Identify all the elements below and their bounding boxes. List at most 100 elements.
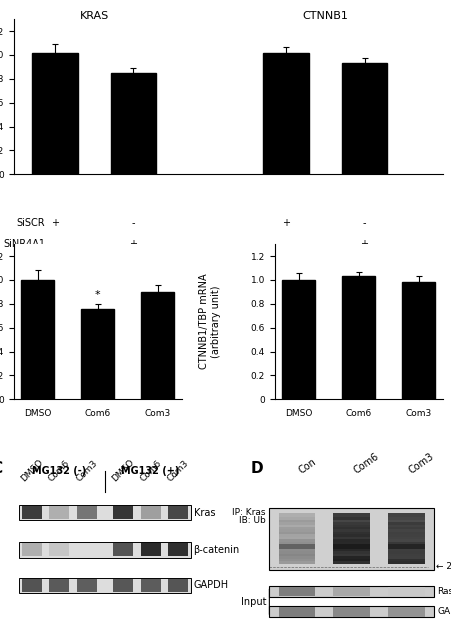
- FancyBboxPatch shape: [332, 607, 369, 617]
- FancyBboxPatch shape: [19, 505, 190, 520]
- FancyBboxPatch shape: [332, 519, 369, 522]
- Text: MG132 (-): MG132 (-): [32, 466, 86, 476]
- FancyBboxPatch shape: [19, 542, 190, 557]
- FancyBboxPatch shape: [332, 538, 369, 541]
- FancyBboxPatch shape: [332, 523, 369, 527]
- FancyBboxPatch shape: [22, 543, 42, 556]
- FancyBboxPatch shape: [387, 543, 424, 547]
- Text: -: -: [53, 240, 56, 250]
- FancyBboxPatch shape: [278, 540, 314, 544]
- FancyBboxPatch shape: [387, 550, 424, 554]
- FancyBboxPatch shape: [387, 531, 424, 534]
- FancyBboxPatch shape: [168, 543, 188, 556]
- FancyBboxPatch shape: [332, 587, 369, 596]
- FancyBboxPatch shape: [278, 553, 314, 556]
- FancyBboxPatch shape: [278, 545, 314, 549]
- FancyBboxPatch shape: [387, 528, 424, 532]
- Text: ← 21 kDa: ← 21 kDa: [435, 562, 451, 571]
- FancyBboxPatch shape: [22, 506, 42, 519]
- FancyBboxPatch shape: [113, 543, 133, 556]
- FancyBboxPatch shape: [332, 543, 369, 549]
- FancyBboxPatch shape: [168, 506, 188, 519]
- Text: IB: Ub: IB: Ub: [239, 516, 265, 525]
- Bar: [141, 292, 174, 399]
- FancyBboxPatch shape: [332, 526, 369, 529]
- FancyBboxPatch shape: [387, 553, 424, 556]
- FancyBboxPatch shape: [387, 526, 424, 529]
- Text: GAPDH: GAPDH: [193, 580, 228, 590]
- FancyBboxPatch shape: [387, 513, 424, 517]
- FancyBboxPatch shape: [278, 519, 314, 522]
- FancyBboxPatch shape: [387, 545, 424, 549]
- Bar: [110, 73, 156, 175]
- FancyBboxPatch shape: [278, 513, 314, 517]
- FancyBboxPatch shape: [278, 521, 314, 524]
- FancyBboxPatch shape: [278, 543, 314, 547]
- FancyBboxPatch shape: [168, 579, 188, 592]
- Text: Com6: Com6: [46, 458, 72, 483]
- FancyBboxPatch shape: [332, 548, 369, 552]
- Text: +: +: [51, 218, 59, 227]
- FancyBboxPatch shape: [332, 531, 369, 534]
- FancyBboxPatch shape: [387, 533, 424, 537]
- FancyBboxPatch shape: [278, 555, 314, 559]
- FancyBboxPatch shape: [269, 606, 433, 617]
- Text: Kras: Kras: [193, 508, 215, 517]
- Text: Con: Con: [296, 456, 317, 475]
- FancyBboxPatch shape: [140, 506, 160, 519]
- FancyBboxPatch shape: [278, 531, 314, 534]
- FancyBboxPatch shape: [387, 521, 424, 524]
- Text: DMSO: DMSO: [110, 457, 136, 483]
- FancyBboxPatch shape: [113, 579, 133, 592]
- Bar: [21, 280, 54, 399]
- FancyBboxPatch shape: [332, 553, 369, 556]
- FancyBboxPatch shape: [76, 543, 97, 556]
- FancyBboxPatch shape: [332, 545, 369, 549]
- Text: β-catenin: β-catenin: [193, 545, 239, 555]
- FancyBboxPatch shape: [140, 543, 160, 556]
- FancyBboxPatch shape: [113, 506, 133, 519]
- Bar: [281, 280, 314, 399]
- Bar: [32, 52, 78, 175]
- Text: SiSCR: SiSCR: [16, 218, 45, 227]
- FancyBboxPatch shape: [269, 508, 433, 570]
- Text: *: *: [95, 290, 100, 300]
- FancyBboxPatch shape: [332, 521, 369, 524]
- Text: Com6: Com6: [138, 458, 163, 483]
- FancyBboxPatch shape: [387, 548, 424, 552]
- FancyBboxPatch shape: [278, 523, 314, 527]
- FancyBboxPatch shape: [332, 533, 369, 537]
- FancyBboxPatch shape: [49, 543, 69, 556]
- Text: Ras(total): Ras(total): [437, 587, 451, 596]
- FancyBboxPatch shape: [278, 533, 314, 537]
- FancyBboxPatch shape: [49, 506, 69, 519]
- Text: -: -: [284, 240, 287, 250]
- Bar: [401, 282, 434, 399]
- FancyBboxPatch shape: [269, 586, 433, 597]
- Text: IP: Kras: IP: Kras: [232, 508, 265, 517]
- Text: -: -: [362, 218, 365, 227]
- FancyBboxPatch shape: [278, 536, 314, 540]
- FancyBboxPatch shape: [22, 579, 42, 592]
- FancyBboxPatch shape: [387, 538, 424, 541]
- Text: MG132 (+): MG132 (+): [121, 466, 179, 476]
- Text: D: D: [251, 461, 263, 476]
- Text: GAPDH: GAPDH: [437, 607, 451, 617]
- FancyBboxPatch shape: [332, 555, 369, 559]
- Bar: [341, 276, 374, 399]
- FancyBboxPatch shape: [332, 513, 369, 517]
- FancyBboxPatch shape: [278, 526, 314, 529]
- FancyBboxPatch shape: [387, 557, 424, 561]
- FancyBboxPatch shape: [332, 543, 369, 547]
- FancyBboxPatch shape: [278, 557, 314, 561]
- FancyBboxPatch shape: [332, 536, 369, 540]
- Text: +: +: [281, 218, 290, 227]
- FancyBboxPatch shape: [278, 560, 314, 564]
- FancyBboxPatch shape: [332, 550, 369, 554]
- FancyBboxPatch shape: [76, 506, 97, 519]
- FancyBboxPatch shape: [387, 587, 424, 596]
- FancyBboxPatch shape: [387, 555, 424, 559]
- FancyBboxPatch shape: [387, 523, 424, 527]
- Text: Com3: Com3: [165, 458, 190, 483]
- FancyBboxPatch shape: [278, 543, 314, 549]
